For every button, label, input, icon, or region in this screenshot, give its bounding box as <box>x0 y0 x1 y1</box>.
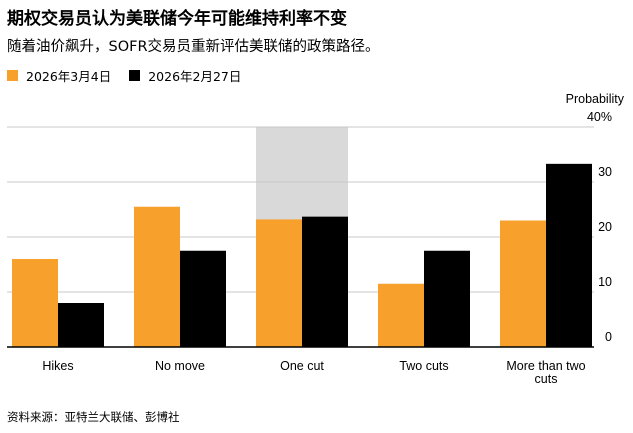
legend-item-series-1: 2026年3月4日 <box>7 66 111 85</box>
bar-more-than-two-cuts-series-1 <box>500 220 546 347</box>
source-note: 资料来源：亚特兰大联储、彭博社 <box>7 410 180 424</box>
y-tick-label-20: 20 <box>598 220 612 234</box>
legend-swatch-series-1 <box>7 70 18 81</box>
bar-more-than-two-cuts-series-2 <box>546 163 592 347</box>
x-tick-label-hikes: Hikes <box>42 359 73 373</box>
x-tick-label-no-move: No move <box>155 359 205 373</box>
x-tick-label-more-than-two-cuts-line-2: cuts <box>535 372 558 386</box>
y-tick-label-0: 0 <box>605 330 612 344</box>
bar-two-cuts-series-1 <box>378 283 424 347</box>
x-tick-label-two-cuts: Two cuts <box>399 359 448 373</box>
legend-item-series-2: 2026年2月27日 <box>129 66 241 85</box>
chart-subtitle: 随着油价飙升，SOFR交易员重新评估美联储的政策路径。 <box>7 39 380 55</box>
y-tick-label-40: 40% <box>587 110 612 124</box>
y-axis-title: Probability <box>566 92 625 106</box>
y-tick-label-10: 10 <box>598 275 612 289</box>
bar-chart: 0 10 20 30 40% Probability Hikes No move One cut… <box>7 92 625 386</box>
legend: 2026年3月4日 2026年2月27日 <box>7 66 259 85</box>
bar-hikes-series-2 <box>58 303 104 347</box>
legend-label-series-2: 2026年2月27日 <box>148 69 242 84</box>
bar-no-move-series-2 <box>180 250 226 347</box>
bar-one-cut-series-2 <box>302 216 348 347</box>
bar-no-move-series-1 <box>134 206 180 347</box>
chart-title: 期权交易员认为美联储今年可能维持利率不变 <box>7 9 347 29</box>
legend-swatch-series-2 <box>129 70 141 81</box>
x-tick-label-one-cut: One cut <box>280 359 324 373</box>
bar-two-cuts-series-2 <box>424 250 470 347</box>
bar-one-cut-series-1 <box>256 219 302 347</box>
y-tick-label-30: 30 <box>598 165 612 179</box>
x-tick-label-more-than-two-cuts: More than two <box>506 359 585 373</box>
bar-hikes-series-1 <box>12 259 58 347</box>
legend-label-series-1: 2026年3月4日 <box>26 69 112 84</box>
